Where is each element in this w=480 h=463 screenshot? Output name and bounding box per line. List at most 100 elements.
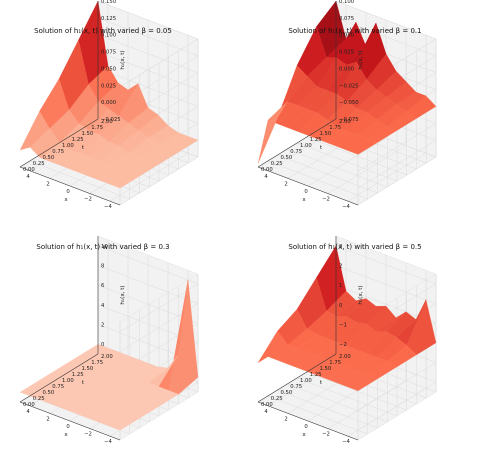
x-tick-label: 2: [46, 181, 49, 187]
t-tick-label: 1.50: [82, 131, 94, 137]
x-axis-label: x: [64, 197, 68, 203]
x-tick-label: 0: [304, 189, 308, 195]
t-tick-label: 1.25: [72, 137, 84, 143]
t-axis-label: t: [320, 145, 323, 151]
t-tick-label: 0.50: [43, 155, 55, 161]
grid-line: [119, 38, 199, 88]
t-tick-label: 2.00: [339, 119, 351, 125]
x-axis-line: [257, 401, 359, 441]
x-tick-label: 2: [284, 416, 287, 422]
z-tick-label: 6: [101, 283, 105, 289]
z-tick-label: 2: [339, 264, 342, 270]
t-tick-label: 0.25: [33, 396, 45, 402]
t-tick-label: 0.00: [23, 167, 35, 173]
t-tick-label: 0.25: [271, 396, 283, 402]
z-tick-label: 0.025: [339, 50, 354, 56]
z-tick-label: 0: [339, 303, 343, 309]
grid-line: [306, 371, 407, 411]
x-tick-label: −2: [84, 197, 92, 203]
z-tick-label: 4: [101, 303, 105, 309]
grid-line: [97, 265, 199, 304]
x-tick-label: 0: [304, 424, 308, 430]
z-tick-label: 0.000: [101, 100, 117, 106]
subplot-3: −4−20240.000.250.500.751.001.251.501.752…: [19, 235, 199, 445]
t-tick-label: 0.00: [261, 167, 273, 173]
grid-line: [97, 284, 199, 324]
t-axis-label: t: [82, 380, 85, 386]
t-tick-label: 1.25: [310, 137, 322, 143]
z-tick-label: 1: [339, 283, 342, 289]
z-tick-label: −2: [339, 342, 347, 348]
z-tick-label: −0.075: [339, 117, 359, 123]
grid-line: [119, 156, 199, 206]
x-tick-label: −4: [104, 439, 112, 445]
grid-line: [335, 245, 437, 285]
t-axis-label: t: [82, 145, 85, 151]
z-tick-label: 0.125: [101, 16, 116, 22]
t-tick-label: 1.00: [300, 378, 312, 384]
t-axis-line: [257, 118, 337, 168]
grid-line: [357, 362, 437, 411]
t-tick-label: 1.00: [62, 378, 74, 384]
t-tick-label: 1.50: [320, 366, 332, 372]
x-tick-label: 4: [26, 409, 30, 415]
subplot-2: −4 −2 0 2 40.000.250.500.751.001.251.501.752…: [257, 0, 437, 210]
surface-patch: [257, 101, 288, 164]
z-tick-label: 0: [101, 342, 105, 348]
x-axis-label: x: [64, 432, 68, 438]
subplot-1: −4 −2 0 2 40.000.250.500.751.001.251.501.752…: [19, 0, 199, 210]
grid-line: [97, 245, 199, 285]
t-tick-label: 1.25: [310, 372, 322, 378]
t-axis-line: [19, 118, 99, 168]
x-axis-label: x: [302, 197, 306, 203]
subplot-4: −4−20240.000.250.500.751.001.251.501.752…: [257, 235, 437, 445]
grid-line: [267, 395, 368, 435]
t-tick-label: 1.75: [91, 125, 103, 131]
z-tick-label: 0.075: [339, 16, 354, 22]
x-tick-label: 4: [264, 409, 268, 415]
grid-line: [357, 123, 437, 172]
z-tick-label: 0.150: [101, 0, 117, 5]
t-axis-label: t: [320, 380, 323, 386]
z-tick-label: 10: [101, 244, 108, 250]
grid-line: [357, 156, 437, 206]
t-tick-label: 0.50: [281, 155, 293, 161]
t-tick-label: 0.75: [290, 384, 302, 390]
surface-patch: [19, 110, 50, 151]
t-tick-label: 1.00: [62, 143, 74, 149]
t-axis-line: [19, 353, 99, 403]
x-tick-label: −2: [84, 432, 92, 438]
t-tick-label: 1.75: [329, 125, 341, 131]
t-tick-label: 0.50: [281, 390, 293, 396]
x-tick-label: 2: [46, 416, 49, 422]
z-tick-label: −0.025: [339, 83, 359, 89]
t-axis-line: [257, 353, 337, 403]
grid-line: [296, 377, 398, 417]
x-tick-label: −2: [322, 432, 330, 438]
t-tick-label: 2.00: [101, 354, 113, 360]
grid-line: [97, 0, 199, 40]
t-tick-label: 0.00: [261, 402, 273, 408]
z-axis-label: h₁(x, t): [358, 50, 364, 69]
z-axis-label: h₁(x, t): [120, 285, 126, 304]
subplot-title: Solution of h₁(x, t) with varied β = 0.1: [288, 27, 421, 35]
t-tick-label: 1.50: [82, 366, 94, 372]
grid-line: [335, 0, 437, 40]
x-tick-label: 0: [66, 189, 70, 195]
t-tick-label: 0.75: [52, 149, 64, 155]
grid-line: [267, 160, 368, 200]
x-tick-label: −4: [342, 204, 350, 210]
x-tick-label: 4: [264, 174, 268, 180]
z-tick-label: 2: [101, 323, 104, 329]
z-axis-label: h₁(x, t): [120, 50, 126, 69]
t-tick-label: 0.75: [290, 149, 302, 155]
x-axis-line: [19, 166, 121, 206]
z-tick-label: 0.025: [101, 83, 116, 89]
grid-line: [357, 139, 437, 189]
t-tick-label: 0.25: [33, 161, 45, 167]
grid-line: [29, 160, 130, 200]
x-tick-label: 2: [284, 181, 287, 187]
z-tick-label: −1: [339, 323, 347, 329]
x-tick-label: −4: [104, 204, 112, 210]
